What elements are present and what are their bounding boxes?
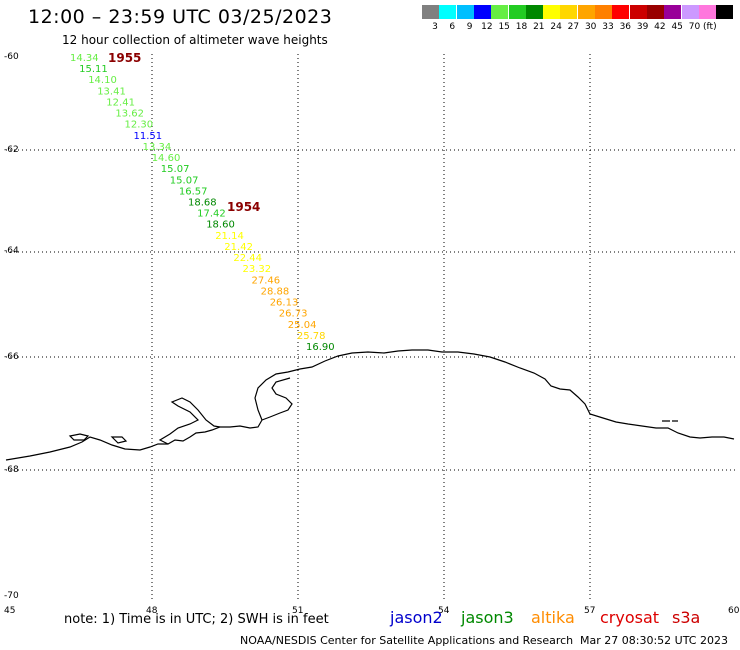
- scale-label: 45: [671, 22, 683, 32]
- scale-label: 15: [498, 22, 510, 32]
- time-label: 1955: [108, 51, 141, 65]
- y-tick-label: -60: [4, 52, 19, 62]
- scale-label: 70: [688, 22, 701, 32]
- scale-swatch: [525, 5, 543, 19]
- x-tick-label: 48: [146, 606, 158, 616]
- scale-swatch: [664, 5, 682, 19]
- grid-lines: [6, 54, 736, 602]
- scale-label: 27: [567, 22, 580, 32]
- footer-note: note: 1) Time is in UTC; 2) SWH is in fe…: [64, 612, 329, 627]
- timestamp: Mar 27 08:30:52 UTC 2023: [580, 634, 728, 647]
- wave-height-label: 16.90: [306, 342, 335, 353]
- map-title: 12:00 – 23:59 UTC 03/25/2023: [28, 6, 333, 28]
- scale-label: 18: [515, 22, 528, 32]
- wave-height-label: 25.04: [288, 320, 317, 331]
- wave-height-label: 12.41: [106, 98, 135, 109]
- scale-unit: (ft): [703, 22, 717, 32]
- coastline: [5, 349, 735, 461]
- wave-height-label: 26.13: [270, 298, 299, 309]
- coastline-inlet: [261, 377, 293, 421]
- satellite-name: s3a: [672, 608, 701, 627]
- wave-height-label: 13.34: [143, 142, 172, 153]
- y-tick-label: -62: [4, 145, 19, 155]
- scale-label: 39: [636, 22, 649, 32]
- scale-swatch: [629, 5, 647, 19]
- wave-height-label: 17.42: [197, 209, 226, 220]
- scale-swatch: [473, 5, 491, 19]
- coastline-islands: [68, 420, 678, 444]
- wave-height-label: 12.30: [125, 120, 154, 131]
- coastline-main: [5, 349, 735, 461]
- scale-swatch: [612, 5, 630, 19]
- scale-label: 33: [602, 22, 614, 32]
- scale-swatch: [439, 5, 457, 19]
- wave-height-label: 13.62: [115, 109, 144, 120]
- satellite-name: cryosat: [600, 608, 660, 627]
- scale-label: 42: [654, 22, 666, 32]
- x-tick-label: 60: [728, 606, 740, 616]
- wave-height-label: 25.78: [297, 331, 326, 342]
- wave-height-label: 22.44: [233, 253, 262, 264]
- map-subtitle: 12 hour collection of altimeter wave hei…: [62, 33, 328, 47]
- scale-label: 30: [584, 22, 597, 32]
- wave-height-label: 13.41: [97, 86, 126, 97]
- scale-swatch: [560, 5, 578, 19]
- y-tick-label: -66: [4, 352, 19, 362]
- scale-label: 6: [449, 22, 456, 32]
- wave-height-label: 23.32: [243, 264, 272, 275]
- scale-swatch: [681, 5, 699, 19]
- y-tick-label: -64: [4, 246, 19, 256]
- scale-label: 21: [533, 22, 545, 32]
- scale-swatch: [491, 5, 509, 19]
- scale-swatch: [595, 5, 612, 19]
- wave-height-label: 14.34: [70, 53, 99, 64]
- wave-height-label: 27.46: [252, 275, 281, 286]
- scale-swatch: [422, 5, 439, 19]
- wave-height-label: 18.68: [188, 198, 217, 209]
- y-tick-label: -68: [4, 465, 19, 475]
- x-tick-label: 54: [438, 606, 450, 616]
- wave-height-label: 16.57: [179, 186, 208, 197]
- scale-swatch: [456, 5, 474, 19]
- scale-swatch: [508, 5, 526, 19]
- wave-height-label: 15.07: [170, 175, 199, 186]
- coastline-bay: [158, 397, 221, 445]
- credit-text: NOAA/NESDIS Center for Satellite Applica…: [240, 634, 574, 647]
- wave-height-label: 28.88: [261, 286, 290, 297]
- x-tick-label: 45: [4, 606, 16, 616]
- wave-height-label: 18.60: [206, 220, 235, 231]
- time-label: 1954: [227, 200, 260, 214]
- x-tick-label: 51: [292, 606, 304, 616]
- x-tick-label: 57: [584, 606, 596, 616]
- scale-swatch: [716, 5, 734, 19]
- scale-swatch: [543, 5, 561, 19]
- wave-height-label: 21.42: [224, 242, 253, 253]
- satellite-name: jason2: [390, 608, 443, 627]
- wave-height-label: 15.11: [79, 64, 108, 75]
- scale-label: 12: [481, 22, 493, 32]
- wave-height-label: 14.10: [88, 75, 117, 86]
- satellite-name: altika: [531, 608, 575, 627]
- wave-height-label: 21.14: [215, 231, 244, 242]
- wave-height-label: 26.73: [279, 309, 308, 320]
- wave-height-label: 15.07: [161, 164, 190, 175]
- scale-label: 9: [466, 22, 473, 32]
- wave-height-label: 11.51: [134, 131, 163, 142]
- y-tick-label: -70: [4, 591, 19, 601]
- scale-swatch: [646, 5, 664, 19]
- scale-label: 36: [619, 22, 632, 32]
- scale-swatch: [698, 5, 716, 19]
- scale-swatch: [577, 5, 595, 19]
- satellite-name: jason3: [461, 608, 514, 627]
- wave-height-label: 14.60: [152, 153, 181, 164]
- satellite-track: 14.3415.1114.1013.4112.4113.6212.3011.51…: [70, 51, 335, 353]
- scale-label: 24: [550, 22, 562, 32]
- scale-label: 3: [432, 22, 438, 32]
